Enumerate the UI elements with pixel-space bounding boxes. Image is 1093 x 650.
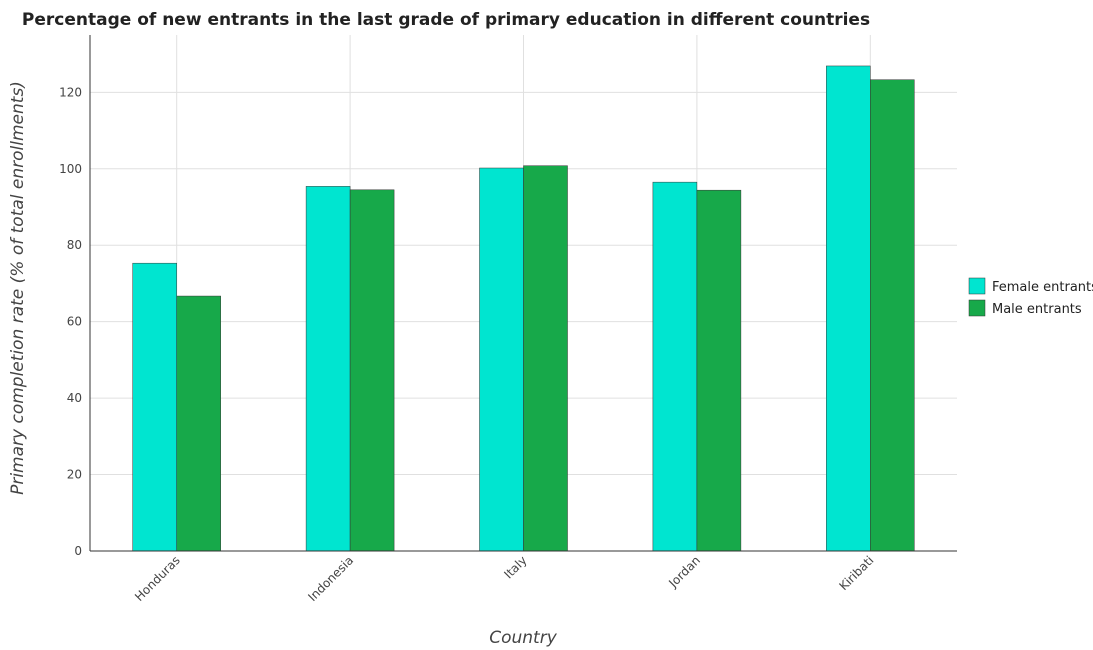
legend-label-female: Female entrants — [992, 280, 1093, 295]
bar-female-italy — [479, 167, 524, 552]
x-axis-label: Country — [489, 628, 557, 648]
y-axis-label: Primary completion rate (% of total enro… — [8, 81, 28, 495]
bar-female-kiribati — [826, 65, 871, 552]
x-tick-label: Jordan — [665, 553, 703, 591]
y-tick-label: 100 — [59, 162, 82, 176]
legend: Female entrants Male entrants — [968, 277, 1093, 317]
x-tick-label: Indonesia — [305, 553, 356, 604]
chart-title: Percentage of new entrants in the last g… — [22, 10, 870, 30]
legend-swatch-male — [968, 299, 986, 317]
legend-label-male: Male entrants — [992, 302, 1082, 317]
x-tick-label: Kiribati — [836, 553, 876, 593]
bar-male-kiribati — [870, 79, 915, 552]
bar-male-indonesia — [349, 189, 395, 552]
bar-female-indonesia — [305, 186, 351, 552]
y-tick-label: 20 — [67, 468, 82, 482]
bar-female-jordan — [652, 181, 698, 552]
y-tick-label: 120 — [59, 85, 82, 99]
bar-male-jordan — [696, 189, 742, 552]
legend-swatch-female — [968, 277, 986, 295]
y-tick-label: 60 — [67, 315, 82, 329]
x-tick-label: Honduras — [132, 553, 183, 604]
bar-male-honduras — [176, 295, 221, 552]
x-tick-label: Italy — [501, 553, 529, 581]
y-tick-label: 0 — [74, 544, 82, 558]
bar-female-honduras — [132, 262, 177, 552]
bar-male-italy — [523, 165, 568, 552]
y-tick-label: 40 — [67, 391, 82, 405]
y-tick-label: 80 — [67, 238, 82, 252]
bars — [132, 65, 915, 552]
